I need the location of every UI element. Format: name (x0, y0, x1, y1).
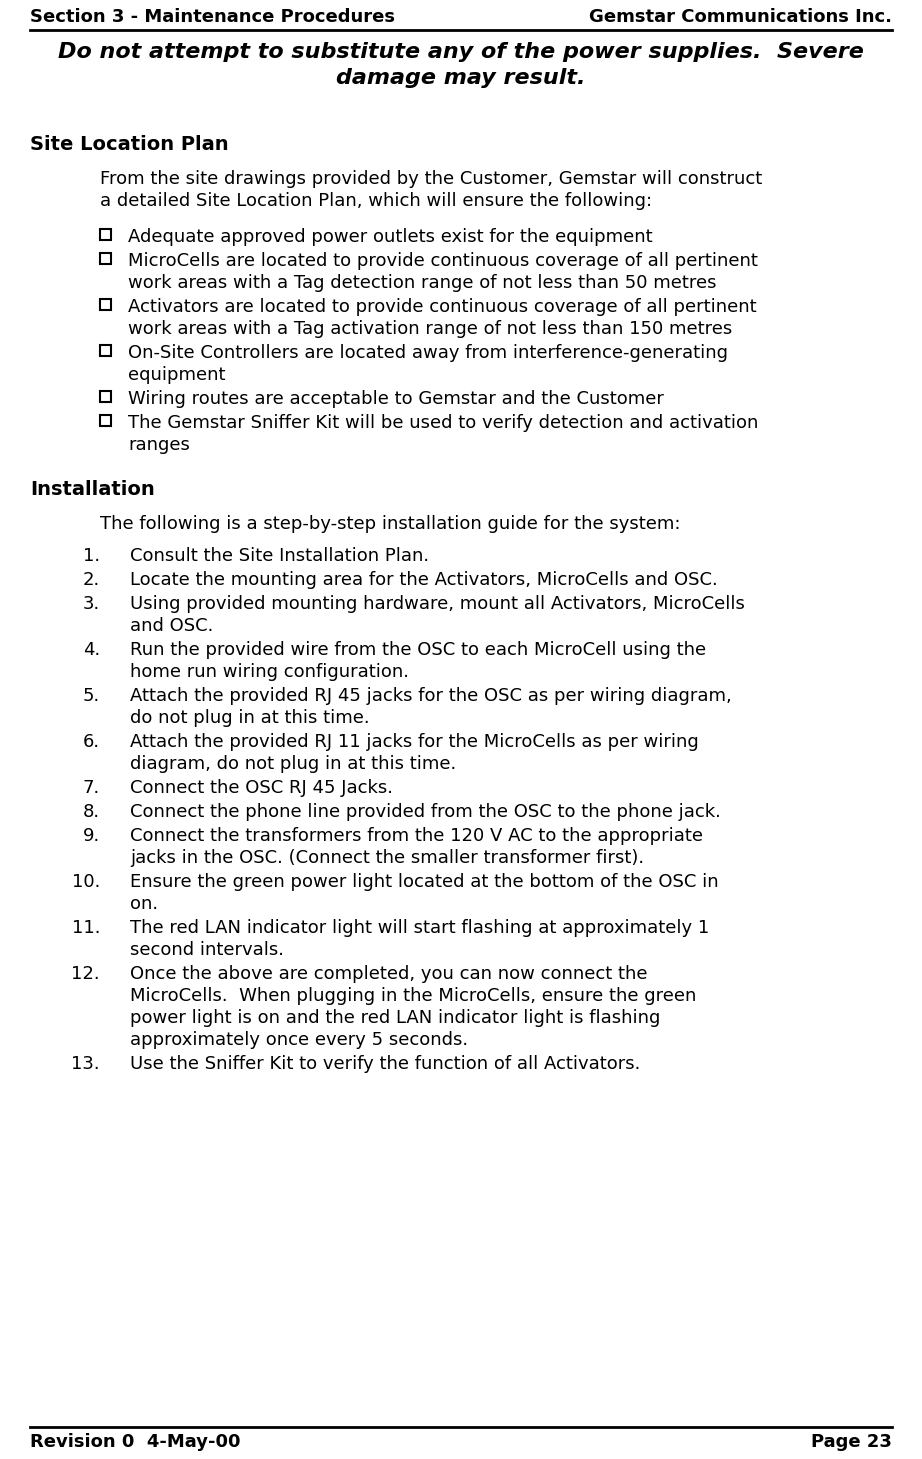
Text: on.: on. (130, 894, 159, 913)
Text: ranges: ranges (128, 436, 190, 454)
Bar (100, 299, 111, 309)
Text: diagram, do not plug in at this time.: diagram, do not plug in at this time. (130, 754, 456, 773)
Text: Once the above are completed, you can now connect the: Once the above are completed, you can no… (130, 964, 647, 983)
Text: 7.: 7. (83, 779, 100, 797)
Text: Ensure the green power light located at the bottom of the OSC in: Ensure the green power light located at … (130, 872, 718, 891)
Bar (100, 414, 111, 426)
Text: Site Location Plan: Site Location Plan (30, 136, 229, 155)
Text: Wiring routes are acceptable to Gemstar and the Customer: Wiring routes are acceptable to Gemstar … (128, 390, 664, 409)
Text: 5.: 5. (83, 687, 100, 705)
Bar (100, 229, 111, 239)
Text: 10.: 10. (72, 872, 100, 891)
Text: Run the provided wire from the OSC to each MicroCell using the: Run the provided wire from the OSC to ea… (130, 641, 706, 659)
Bar (100, 344, 111, 356)
Text: work areas with a Tag activation range of not less than 150 metres: work areas with a Tag activation range o… (128, 320, 732, 338)
Text: and OSC.: and OSC. (130, 617, 213, 635)
Text: Consult the Site Installation Plan.: Consult the Site Installation Plan. (130, 547, 429, 565)
Text: approximately once every 5 seconds.: approximately once every 5 seconds. (130, 1032, 468, 1049)
Text: Attach the provided RJ 11 jacks for the MicroCells as per wiring: Attach the provided RJ 11 jacks for the … (130, 732, 699, 751)
Text: Activators are located to provide continuous coverage of all pertinent: Activators are located to provide contin… (128, 298, 757, 317)
Text: Revision 0  4-May-00: Revision 0 4-May-00 (30, 1433, 241, 1452)
Text: 6.: 6. (83, 732, 100, 751)
Text: 2.: 2. (83, 570, 100, 589)
Text: Gemstar Communications Inc.: Gemstar Communications Inc. (589, 7, 892, 26)
Text: Section 3 - Maintenance Procedures: Section 3 - Maintenance Procedures (30, 7, 395, 26)
Text: The red LAN indicator light will start flashing at approximately 1: The red LAN indicator light will start f… (130, 919, 709, 937)
Text: 13.: 13. (71, 1055, 100, 1072)
Text: 9.: 9. (83, 827, 100, 845)
Text: Adequate approved power outlets exist for the equipment: Adequate approved power outlets exist fo… (128, 228, 653, 247)
Text: do not plug in at this time.: do not plug in at this time. (130, 709, 370, 727)
Text: MicroCells are located to provide continuous coverage of all pertinent: MicroCells are located to provide contin… (128, 252, 758, 270)
Text: Attach the provided RJ 45 jacks for the OSC as per wiring diagram,: Attach the provided RJ 45 jacks for the … (130, 687, 732, 705)
Text: power light is on and the red LAN indicator light is flashing: power light is on and the red LAN indica… (130, 1010, 660, 1027)
Text: On-Site Controllers are located away from interference-generating: On-Site Controllers are located away fro… (128, 344, 728, 362)
Text: Do not attempt to substitute any of the power supplies.  Severe: Do not attempt to substitute any of the … (58, 42, 864, 61)
Text: Page 23: Page 23 (811, 1433, 892, 1452)
Text: equipment: equipment (128, 366, 226, 384)
Text: 8.: 8. (83, 802, 100, 821)
Text: 12.: 12. (71, 964, 100, 983)
Text: Connect the transformers from the 120 V AC to the appropriate: Connect the transformers from the 120 V … (130, 827, 703, 845)
Text: Installation: Installation (30, 480, 155, 499)
Text: Connect the phone line provided from the OSC to the phone jack.: Connect the phone line provided from the… (130, 802, 721, 821)
Text: The Gemstar Sniffer Kit will be used to verify detection and activation: The Gemstar Sniffer Kit will be used to … (128, 414, 759, 432)
Text: 4.: 4. (83, 641, 100, 659)
Text: second intervals.: second intervals. (130, 941, 284, 959)
Text: The following is a step-by-step installation guide for the system:: The following is a step-by-step installa… (100, 515, 680, 533)
Text: From the site drawings provided by the Customer, Gemstar will construct: From the site drawings provided by the C… (100, 171, 762, 188)
Text: Locate the mounting area for the Activators, MicroCells and OSC.: Locate the mounting area for the Activat… (130, 570, 717, 589)
Text: a detailed Site Location Plan, which will ensure the following:: a detailed Site Location Plan, which wil… (100, 193, 652, 210)
Text: work areas with a Tag detection range of not less than 50 metres: work areas with a Tag detection range of… (128, 274, 716, 292)
Text: 3.: 3. (83, 595, 100, 613)
Text: Using provided mounting hardware, mount all Activators, MicroCells: Using provided mounting hardware, mount … (130, 595, 745, 613)
Text: 11.: 11. (72, 919, 100, 937)
Bar (100, 252, 111, 264)
Text: jacks in the OSC. (Connect the smaller transformer first).: jacks in the OSC. (Connect the smaller t… (130, 849, 644, 867)
Text: Connect the OSC RJ 45 Jacks.: Connect the OSC RJ 45 Jacks. (130, 779, 393, 797)
Text: 1.: 1. (83, 547, 100, 565)
Text: home run wiring configuration.: home run wiring configuration. (130, 662, 409, 681)
Text: MicroCells.  When plugging in the MicroCells, ensure the green: MicroCells. When plugging in the MicroCe… (130, 986, 696, 1005)
Text: Use the Sniffer Kit to verify the function of all Activators.: Use the Sniffer Kit to verify the functi… (130, 1055, 641, 1072)
Text: damage may result.: damage may result. (337, 67, 585, 88)
Bar (100, 391, 111, 403)
